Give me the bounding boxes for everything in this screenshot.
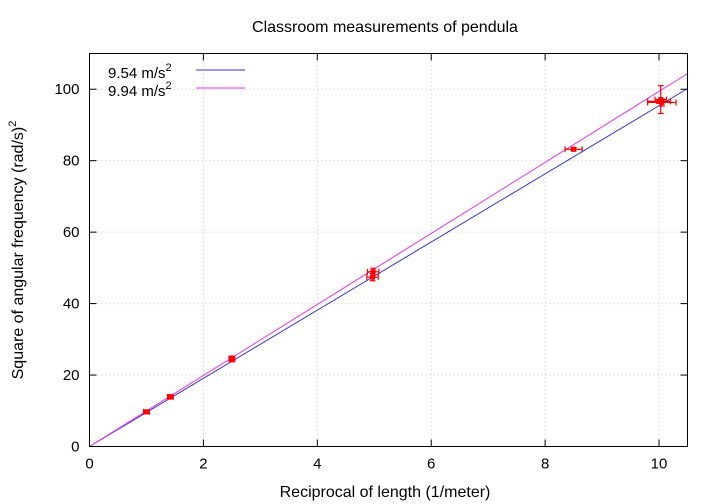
data-point [228, 355, 236, 363]
point-marker [143, 409, 149, 415]
point-marker [571, 146, 577, 152]
point-marker [658, 97, 664, 103]
fit-lines [89, 73, 688, 447]
y-tick-label: 80 [63, 153, 80, 170]
point-marker [370, 274, 376, 280]
x-tick-label: 10 [651, 456, 668, 473]
x-tick-label: 4 [313, 456, 321, 473]
y-tick-label: 20 [63, 367, 80, 384]
y-axis-label-superscript: 2 [7, 121, 19, 127]
legend: 9.54 m/s2 9.94 m/s2 [108, 62, 245, 100]
grid [89, 53, 688, 447]
y-axis-label: Square of angular frequency (rad/s)2 [7, 121, 27, 380]
plot-frame [89, 53, 688, 447]
data-point [143, 408, 150, 415]
point-marker [370, 269, 376, 275]
legend-entry-label-1: 9.54 m/s2 [108, 62, 172, 82]
x-axis-label: Reciprocal of length (1/meter) [280, 484, 491, 501]
y-axis-label-text: Square of angular frequency (rad/s) [10, 127, 27, 380]
point-marker [167, 394, 173, 400]
data-point [366, 267, 380, 276]
data-point [564, 146, 583, 153]
x-tick-label: 6 [427, 456, 435, 473]
fit-line-2 [89, 73, 688, 447]
legend-entry-label-2-superscript: 2 [166, 80, 172, 92]
y-tick-label: 60 [63, 224, 80, 241]
legend-entry-label-1-text: 9.54 m/s [108, 65, 166, 82]
x-tick-label: 8 [541, 456, 549, 473]
fit-line-1 [89, 88, 688, 447]
legend-entry-label-1-superscript: 2 [166, 62, 172, 74]
data-point [654, 85, 668, 115]
chart-title: Classroom measurements of pendula [252, 19, 518, 36]
x-tick-label: 2 [199, 456, 207, 473]
point-marker [659, 99, 665, 105]
x-tick-label: 0 [85, 456, 93, 473]
point-marker [229, 356, 235, 362]
y-tick-label: 100 [54, 81, 79, 98]
legend-entry-label-2-text: 9.94 m/s [108, 83, 166, 100]
data-points [143, 85, 677, 415]
data-point [166, 393, 174, 400]
data-point [647, 98, 677, 107]
legend-entry-label-2: 9.94 m/s2 [108, 80, 172, 100]
y-tick-label: 40 [63, 296, 80, 313]
y-tick-label: 0 [71, 439, 79, 456]
